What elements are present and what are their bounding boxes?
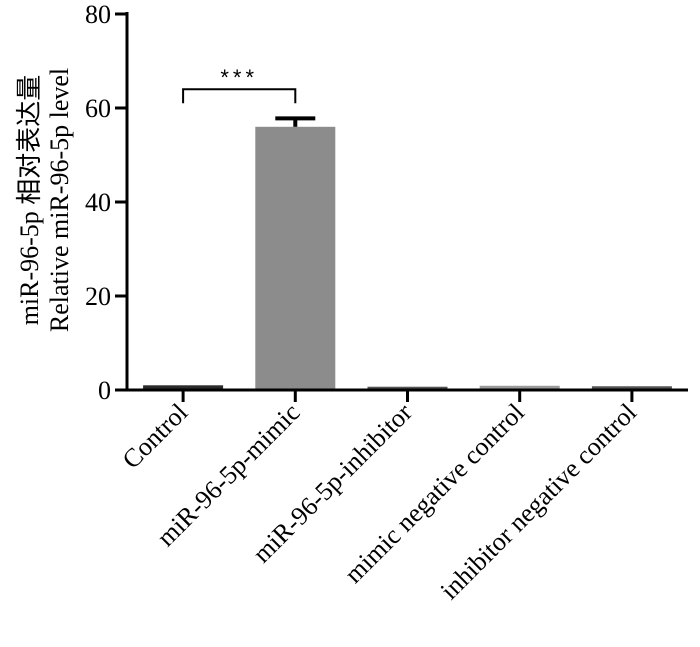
error-bars	[275, 116, 316, 127]
y-axis: 0 20 40 60 80	[85, 0, 129, 405]
category-label: inhibitor negative control	[435, 398, 642, 605]
bar	[255, 126, 336, 391]
y-axis-title-line-2: Relative miR-96-5p level	[45, 68, 74, 332]
bar	[479, 385, 560, 390]
significance-marker: ***	[182, 65, 297, 104]
y-tick-label: 80	[85, 0, 111, 29]
x-axis: ControlmiR-96-5p-mimicmiR-96-5p-inhibito…	[117, 388, 688, 605]
y-axis-title: miR-96-5p 相对表达量 Relative miR-96-5p level	[15, 68, 74, 332]
y-tick-label: 60	[85, 94, 111, 123]
y-tick-label: 40	[85, 188, 111, 217]
y-tick-label: 0	[98, 376, 111, 405]
y-tick-label: 20	[85, 282, 111, 311]
significance-bracket	[182, 88, 297, 104]
bars	[143, 126, 672, 391]
bar	[143, 385, 224, 390]
y-axis-title-line-1: miR-96-5p 相对表达量	[15, 75, 44, 326]
significance-label: ***	[220, 65, 258, 90]
bar	[367, 386, 448, 390]
bar	[591, 386, 672, 390]
category-label: Control	[117, 398, 194, 475]
